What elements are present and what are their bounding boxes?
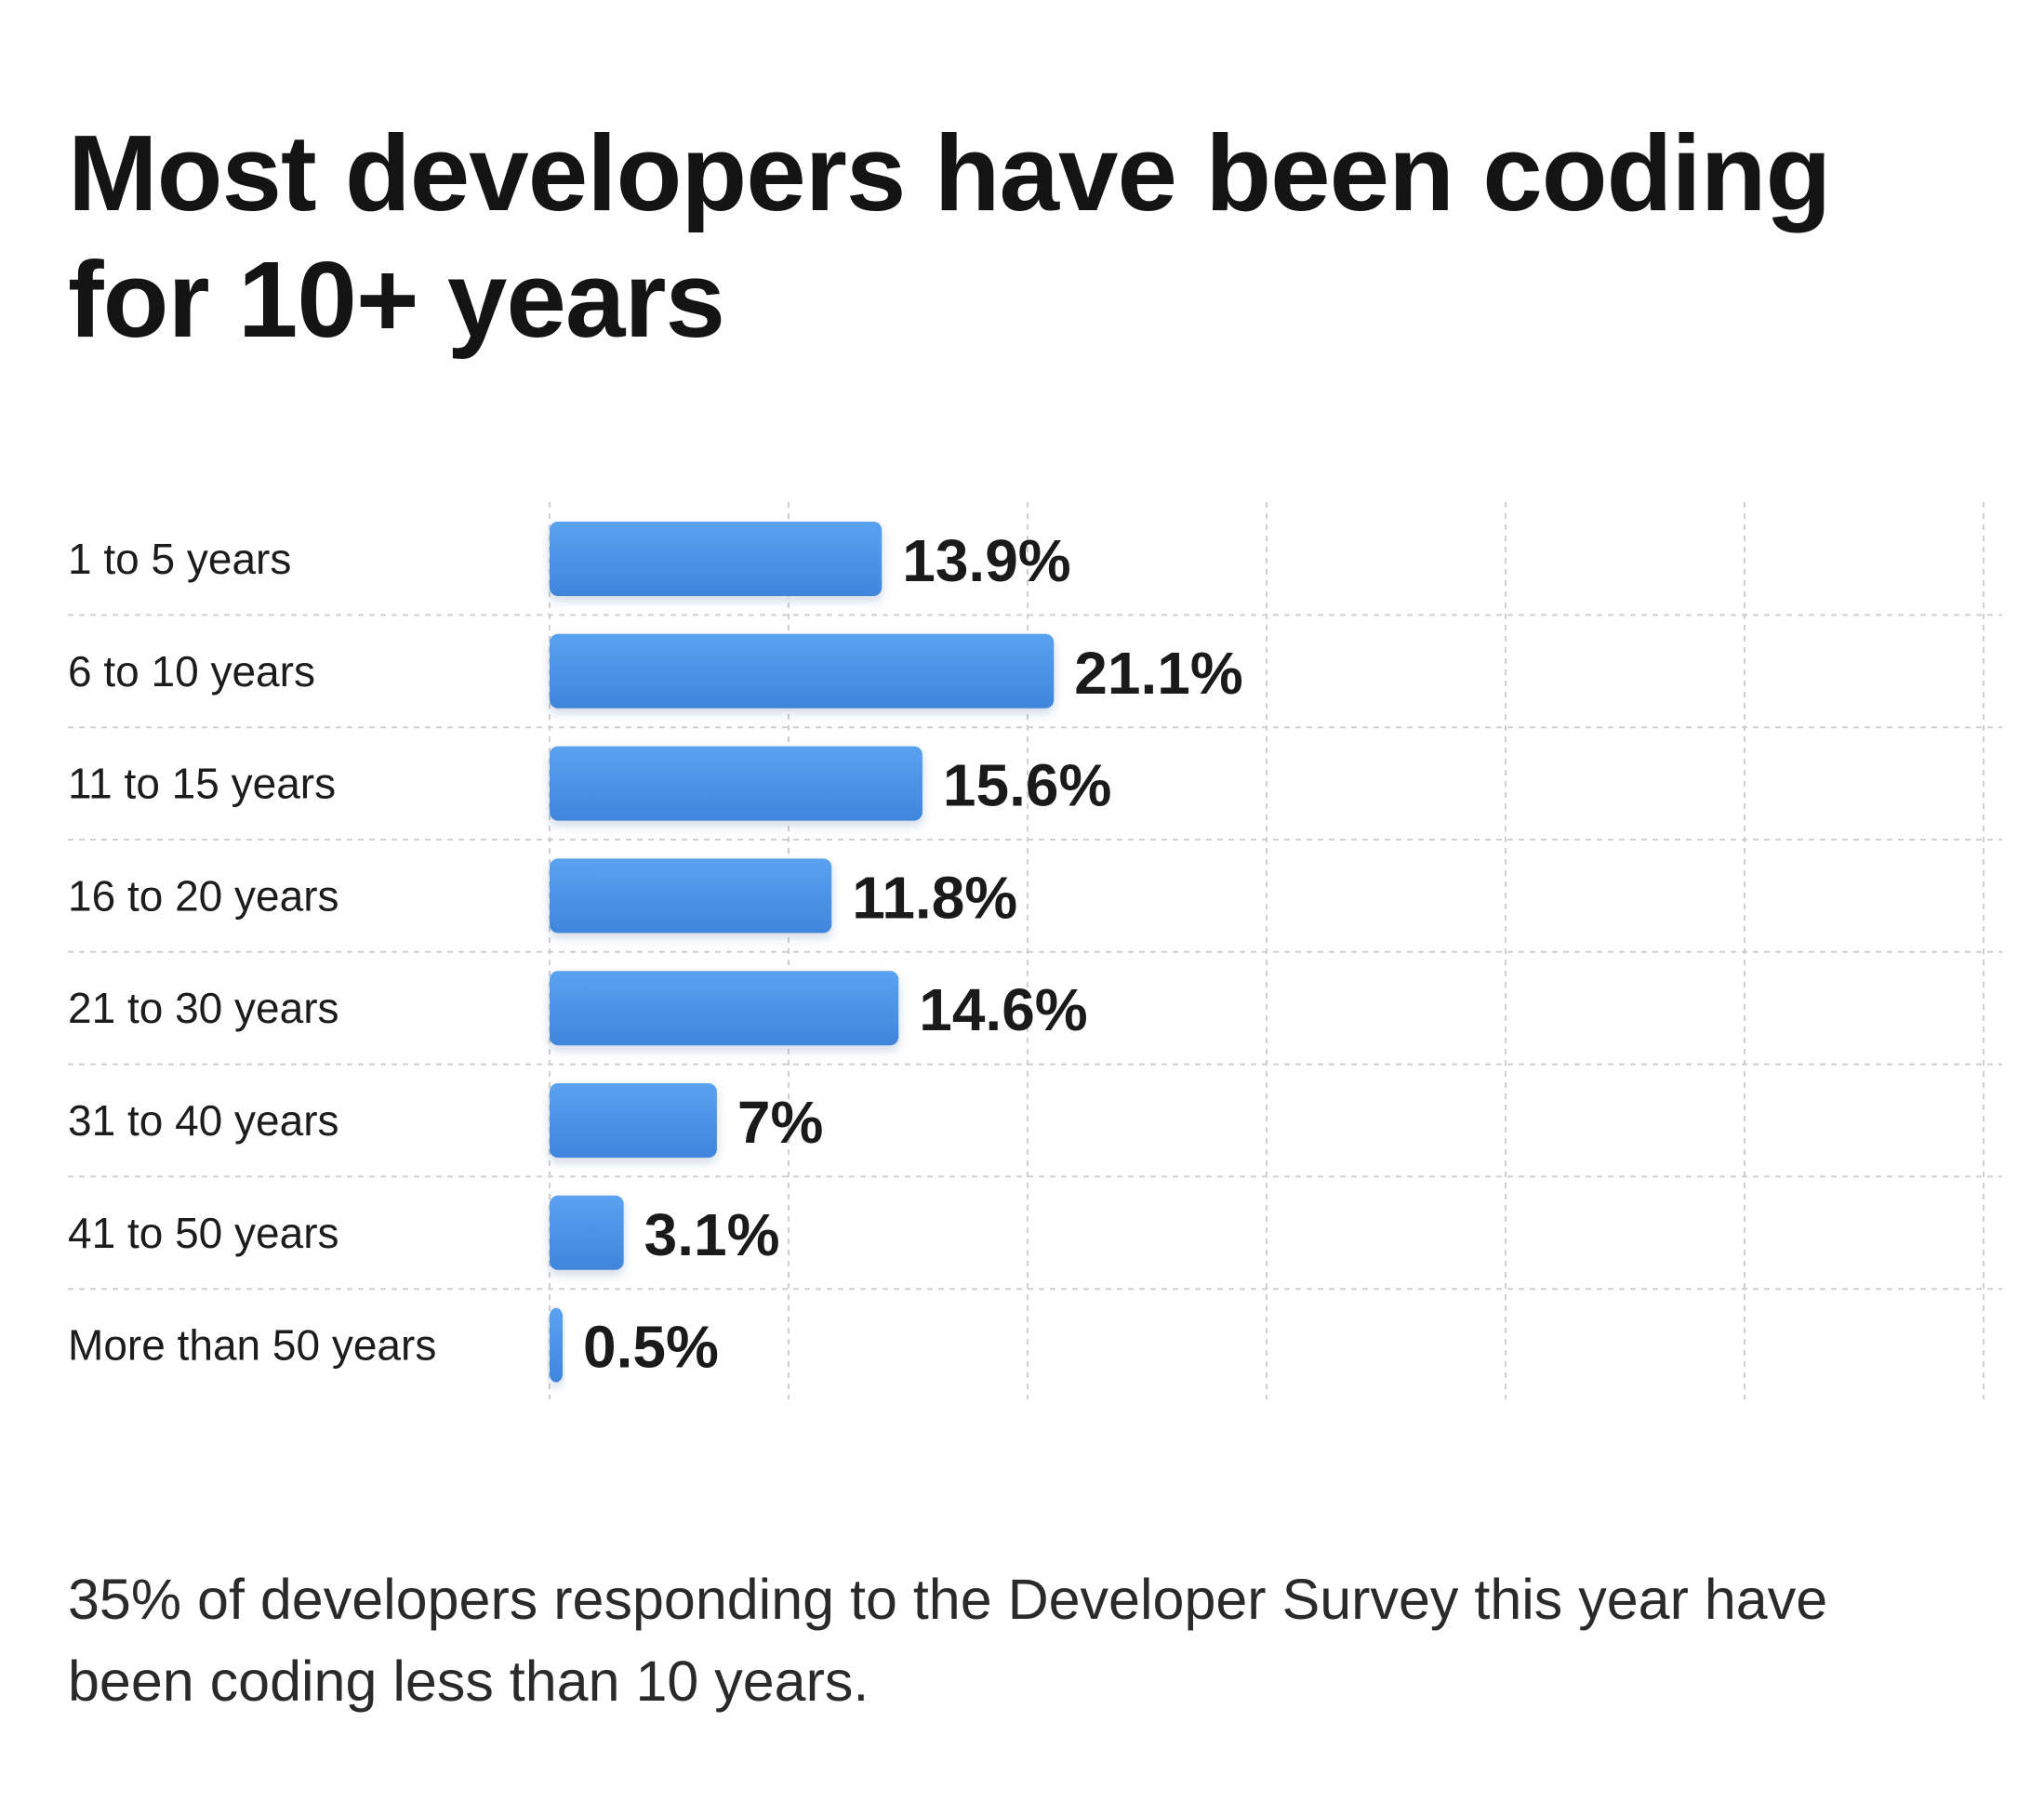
bar [550, 858, 832, 934]
value-label: 11.8% [852, 864, 1017, 931]
category-label: 1 to 5 years [68, 535, 291, 583]
value-label: 15.6% [943, 752, 1111, 819]
bar [550, 971, 899, 1046]
category-label: More than 50 years [68, 1321, 436, 1370]
value-label: 3.1% [644, 1201, 780, 1268]
bar [550, 1083, 717, 1158]
chart-annotation: 35% of developers responding to the Deve… [68, 1568, 1828, 1713]
category-label: 16 to 20 years [68, 871, 339, 920]
bar [550, 522, 883, 596]
grid-lines [68, 502, 2002, 1399]
chart-title: Most developers have been coding for 10+… [68, 113, 1831, 360]
category-label: 21 to 30 years [68, 984, 339, 1032]
category-label: 41 to 50 years [68, 1209, 339, 1257]
value-label: 21.1% [1074, 640, 1242, 707]
bar [550, 746, 922, 821]
value-label: 13.9% [902, 527, 1070, 594]
category-label: 11 to 15 years [68, 760, 336, 808]
labels: 1 to 5 years 13.9% 6 to 10 years 21.1% 11 to… [68, 527, 1243, 1381]
bar [550, 633, 1055, 709]
bars [550, 522, 1055, 1383]
value-label: 14.6% [919, 976, 1087, 1043]
category-label: 6 to 10 years [68, 647, 315, 696]
value-label: 7% [737, 1089, 824, 1156]
category-label: 31 to 40 years [68, 1096, 339, 1145]
value-label: 0.5% [583, 1314, 719, 1381]
bar [550, 1195, 624, 1270]
bar [550, 1307, 563, 1383]
